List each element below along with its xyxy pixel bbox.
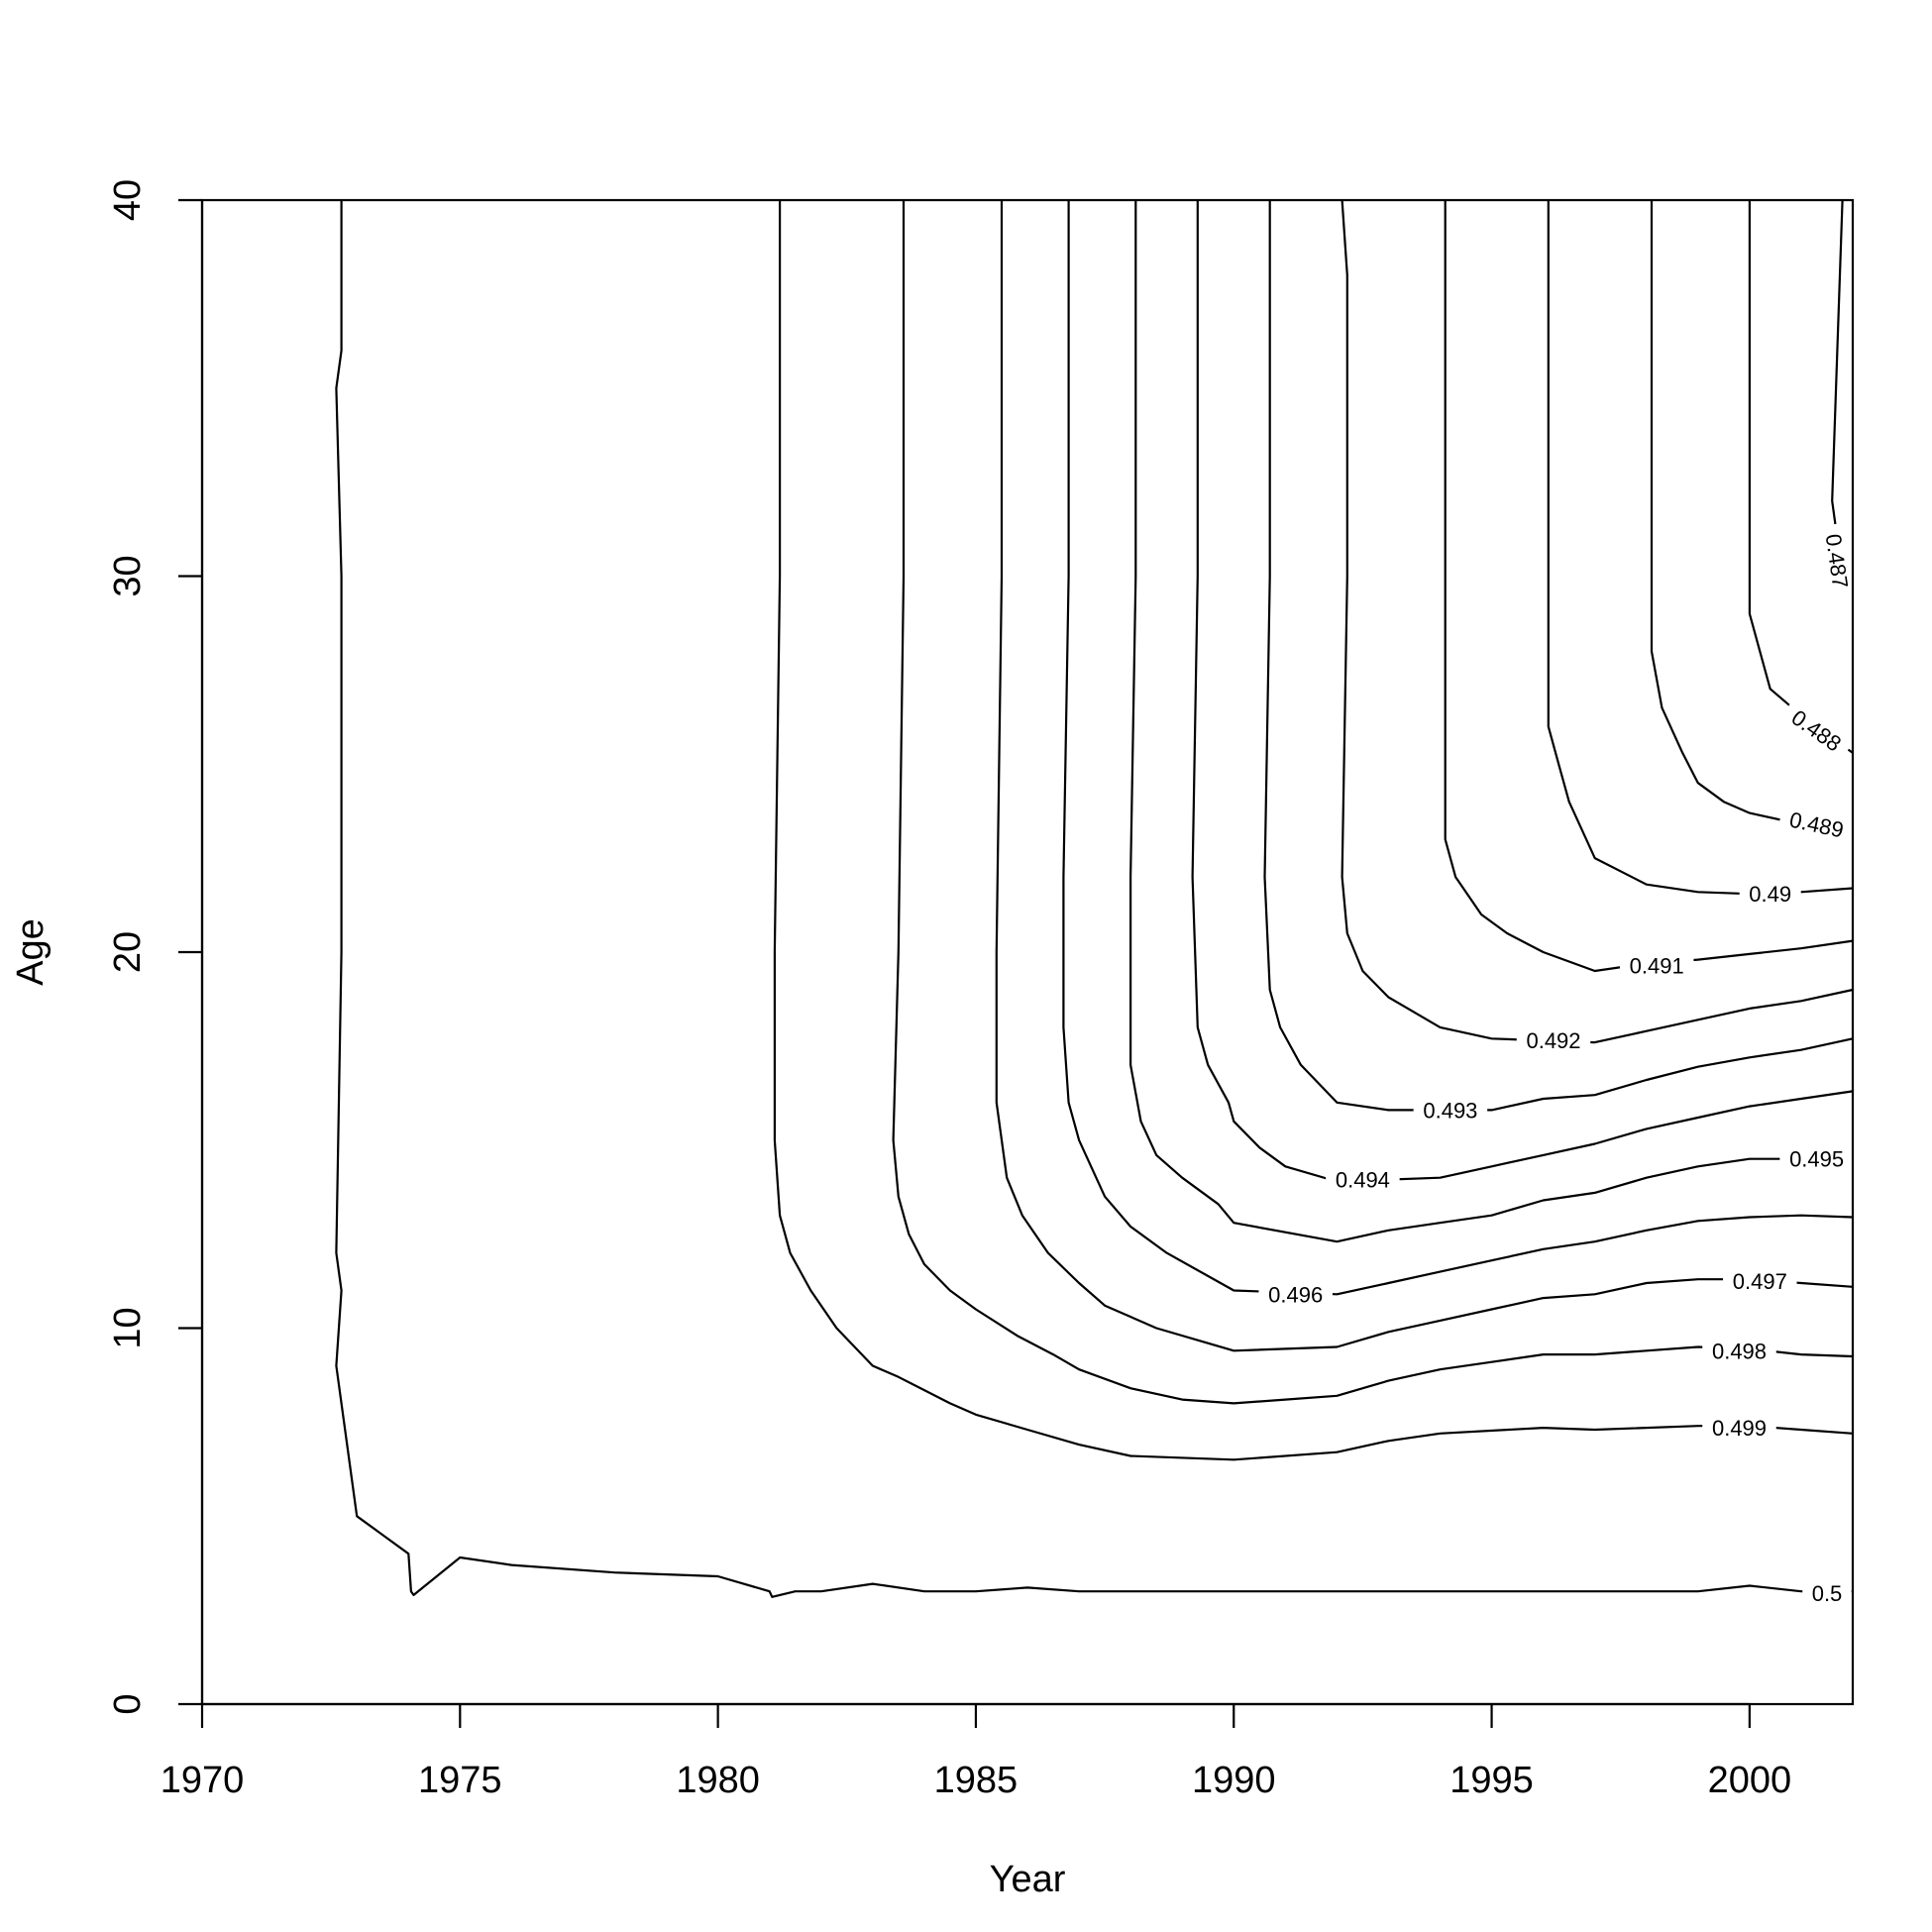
contour-line-0.491 [1444, 200, 1854, 973]
contour-label-background [1777, 804, 1856, 845]
x-tick-label: 1980 [676, 1760, 760, 1801]
y-tick-label: 40 [107, 179, 149, 221]
contour-label: 0.489 [1777, 804, 1856, 845]
contour-line-0.492 [1341, 199, 1854, 1044]
contour-label-text: 0.491 [1630, 953, 1684, 978]
contour-label: 0.497 [1723, 1268, 1797, 1295]
contour-label: 0.491 [1619, 952, 1694, 979]
contour-label-text: 0.495 [1789, 1147, 1844, 1172]
y-tick-label: 0 [107, 1693, 149, 1714]
plot-area: 0.5 0.499 0.498 0.497 0.496 0.495 0.494 0.493 0.… [335, 199, 1856, 1606]
x-axis: 1970 1975 1980 1985 1990 1995 2000 [161, 1702, 1792, 1801]
contour-line-0.493 [1263, 200, 1854, 1112]
contour-label-background [1702, 1415, 1776, 1442]
contour-labels: 0.5 0.499 0.498 0.497 0.496 0.495 0.494 0.493 0.… [1258, 522, 1856, 1606]
contour-label: 0.498 [1702, 1338, 1776, 1364]
contour-line-0.489 [1650, 200, 1854, 837]
contour-line-0.49 [1547, 200, 1854, 896]
contour-label: 0.487 [1819, 522, 1856, 599]
contour-label: 0.49 [1739, 881, 1801, 908]
contour-label-background [1802, 1580, 1852, 1606]
contour-label-background [1819, 522, 1856, 599]
contour-label: 0.5 [1802, 1580, 1852, 1606]
contour-label-background [1326, 1166, 1400, 1193]
y-tick-label: 30 [107, 555, 149, 596]
contour-label-text: 0.497 [1733, 1269, 1787, 1294]
contour-line-0.498 [892, 200, 1854, 1405]
x-tick-label: 1970 [161, 1760, 245, 1801]
x-tick-label: 1995 [1449, 1760, 1534, 1801]
contour-label-background [1619, 952, 1694, 979]
contour-label-background [1723, 1268, 1797, 1295]
plot-frame [200, 198, 1855, 1706]
contour-label-text: 0.489 [1787, 807, 1846, 843]
x-tick-label: 2000 [1708, 1760, 1792, 1801]
contour-label-text: 0.493 [1423, 1098, 1477, 1123]
contour-label: 0.495 [1779, 1145, 1854, 1172]
contour-label-background [1739, 881, 1801, 908]
x-tick-label: 1975 [418, 1760, 502, 1801]
contour-label-background [1516, 1027, 1591, 1054]
contour-label: 0.492 [1516, 1027, 1591, 1054]
contour-line-0.496 [1062, 200, 1854, 1296]
contour-line-0.499 [773, 200, 1854, 1461]
contour-label-text: 0.492 [1526, 1028, 1580, 1053]
contour-line-0.495 [1129, 200, 1853, 1243]
y-axis: 0 10 20 30 40 [107, 179, 204, 1715]
contour-label-background [1779, 1145, 1854, 1172]
contour-label-text: 0.494 [1336, 1168, 1390, 1193]
contour-label: 0.494 [1326, 1166, 1400, 1193]
contour-lines [335, 199, 1854, 1598]
contour-label: 0.499 [1702, 1415, 1776, 1442]
contour-line-0.497 [995, 200, 1854, 1352]
x-axis-label: Year [990, 1859, 1066, 1900]
contour-label-text: 0.5 [1812, 1581, 1843, 1606]
contour-label-text: 0.499 [1712, 1416, 1767, 1441]
contour-line-0.5 [335, 200, 1853, 1598]
y-tick-label: 20 [107, 931, 149, 973]
y-axis-label: Age [10, 918, 52, 986]
contour-label-text: 0.496 [1268, 1282, 1323, 1307]
contour-label-text: 0.49 [1749, 882, 1791, 907]
x-tick-label: 1985 [934, 1760, 1019, 1801]
contour-label-text: 0.488 [1787, 704, 1846, 756]
contour-label-background [1778, 698, 1855, 763]
contour-line-0.488 [1748, 200, 1854, 754]
contour-label: 0.488 [1778, 698, 1855, 763]
x-tick-label: 1990 [1192, 1760, 1276, 1801]
y-tick-label: 10 [107, 1307, 149, 1348]
contour-label-background [1702, 1338, 1776, 1364]
contour-label-background [1413, 1097, 1488, 1124]
contour-label-text: 0.498 [1712, 1339, 1767, 1363]
contour-label: 0.496 [1258, 1281, 1333, 1308]
contour-label-background [1258, 1281, 1333, 1308]
contour-label: 0.493 [1413, 1097, 1488, 1124]
contour-label-text: 0.487 [1821, 532, 1853, 590]
